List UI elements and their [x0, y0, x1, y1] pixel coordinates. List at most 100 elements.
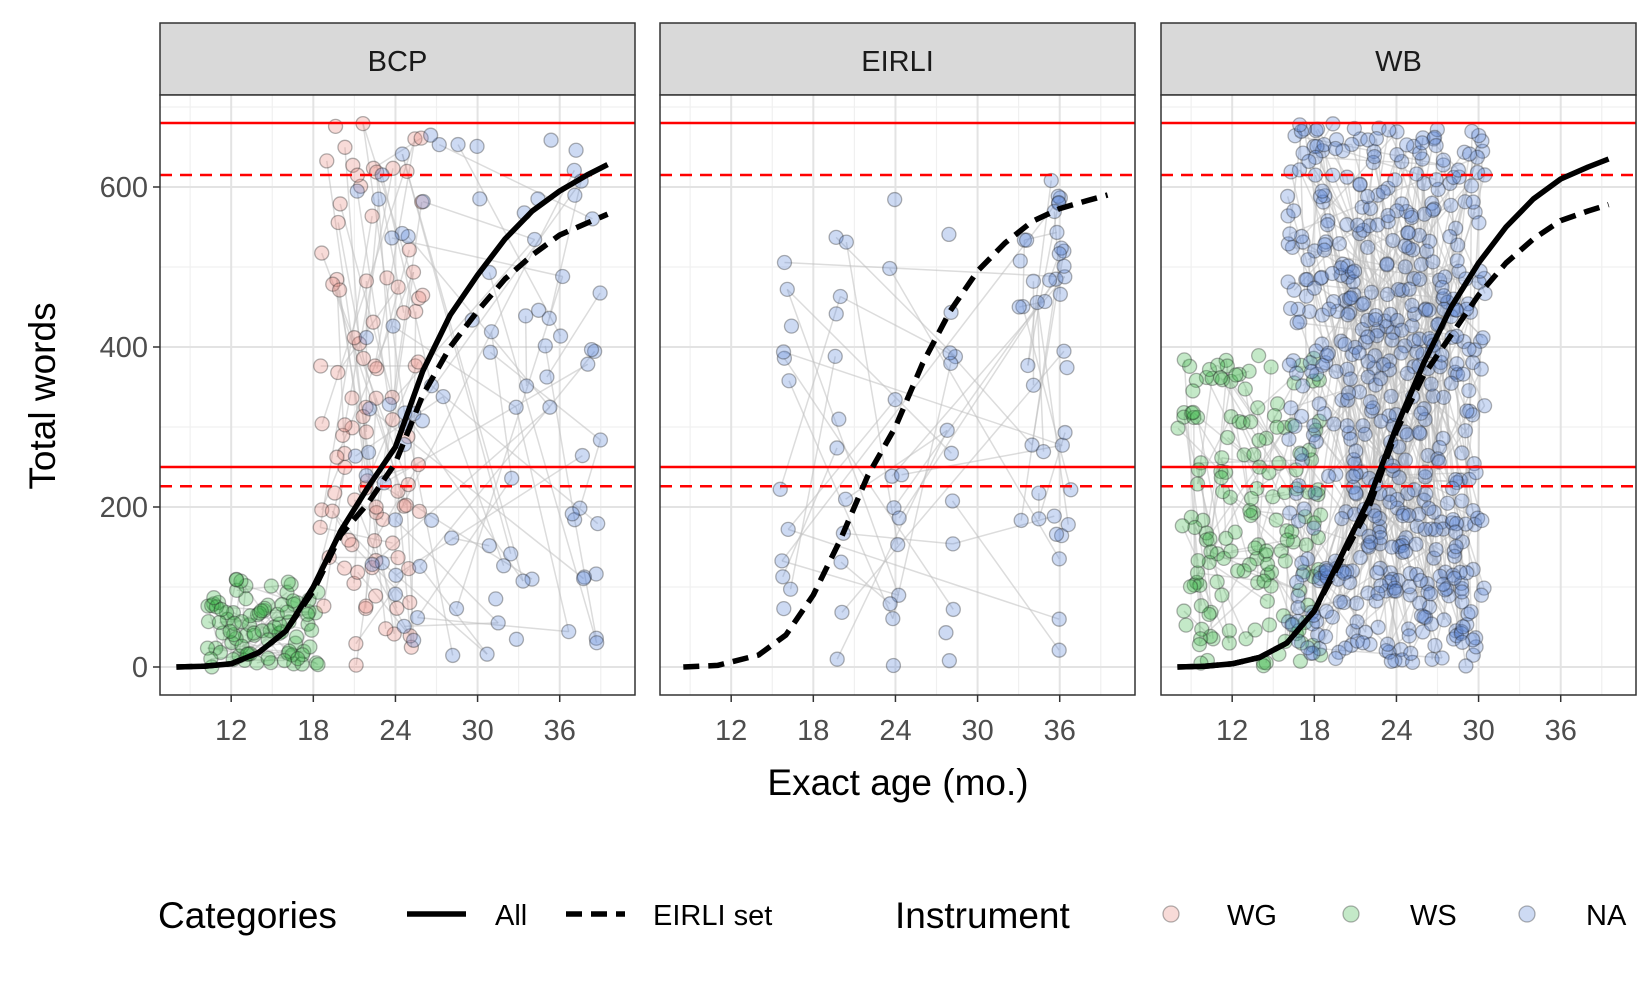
- point-wg: [351, 565, 365, 579]
- point-wg: [359, 274, 373, 288]
- point-wg: [406, 265, 420, 279]
- point-na: [591, 517, 605, 531]
- point-ws: [1186, 405, 1200, 419]
- point-ws: [311, 658, 325, 672]
- point-na: [1295, 447, 1309, 461]
- point-na: [1037, 445, 1051, 459]
- point-wg: [397, 306, 411, 320]
- point-na: [1358, 427, 1372, 441]
- y-tick-label: 400: [100, 332, 148, 364]
- point-wg: [399, 498, 413, 512]
- point-na: [554, 329, 568, 343]
- point-na: [780, 282, 794, 296]
- point-na: [886, 659, 900, 673]
- point-na: [775, 554, 789, 568]
- point-na: [942, 227, 956, 241]
- point-na: [1349, 444, 1363, 458]
- point-na: [516, 574, 530, 588]
- point-na: [407, 633, 421, 647]
- point-na: [538, 339, 552, 353]
- point-na: [1343, 372, 1357, 386]
- point-wg: [391, 551, 405, 565]
- point-na: [359, 331, 373, 345]
- x-tick-label: 30: [961, 715, 993, 747]
- point-ws: [229, 573, 243, 587]
- panel-title: WB: [1375, 46, 1422, 78]
- point-na: [1380, 287, 1394, 301]
- point-na: [1053, 287, 1067, 301]
- point-na: [436, 390, 450, 404]
- point-na: [350, 184, 364, 198]
- point-ws: [1264, 360, 1278, 374]
- point-na: [1383, 495, 1397, 509]
- point-na: [577, 572, 591, 586]
- legend-label: All: [495, 900, 527, 932]
- point-na: [944, 446, 958, 460]
- point-na: [1474, 362, 1488, 376]
- point-na: [1476, 331, 1490, 345]
- point-na: [886, 612, 900, 626]
- point-na: [1050, 527, 1064, 541]
- point-na: [1328, 141, 1342, 155]
- point-na: [1422, 501, 1436, 515]
- point-na: [1386, 233, 1400, 247]
- point-na: [834, 555, 848, 569]
- point-na: [1463, 147, 1477, 161]
- point-na: [562, 625, 576, 639]
- point-na: [943, 346, 957, 360]
- legend-key-ws: [1343, 906, 1359, 922]
- point-na: [451, 138, 465, 152]
- point-na: [835, 605, 849, 619]
- point-na: [542, 311, 556, 325]
- point-na: [585, 343, 599, 357]
- point-wg: [359, 425, 373, 439]
- legend-title: Categories: [158, 895, 337, 936]
- point-na: [1447, 571, 1461, 585]
- point-na: [1370, 566, 1384, 580]
- point-na: [1456, 367, 1470, 381]
- point-na: [1302, 154, 1316, 168]
- point-na: [1290, 575, 1304, 589]
- point-wg: [403, 595, 417, 609]
- point-na: [519, 309, 533, 323]
- point-na: [782, 374, 796, 388]
- point-wg: [379, 622, 393, 636]
- point-na: [1394, 346, 1408, 360]
- point-na: [1026, 274, 1040, 288]
- point-na: [1356, 636, 1370, 650]
- point-na: [1414, 406, 1428, 420]
- point-wg: [349, 637, 363, 651]
- point-ws: [1179, 618, 1193, 632]
- point-na: [830, 652, 844, 666]
- point-na: [1464, 179, 1478, 193]
- panel-title: BCP: [368, 46, 428, 78]
- point-na: [1474, 588, 1488, 602]
- point-na: [1382, 123, 1396, 137]
- point-na: [1435, 651, 1449, 665]
- point-na: [575, 449, 589, 463]
- trajectory-line: [526, 316, 527, 386]
- point-na: [348, 449, 362, 463]
- point-na: [480, 647, 494, 661]
- point-na: [491, 616, 505, 630]
- point-wg: [345, 391, 359, 405]
- point-na: [1281, 189, 1295, 203]
- point-ws: [1177, 353, 1191, 367]
- point-na: [1301, 253, 1315, 267]
- point-na: [1320, 218, 1334, 232]
- point-na: [483, 345, 497, 359]
- point-na: [543, 400, 557, 414]
- point-na: [1402, 629, 1416, 643]
- point-ws: [1183, 580, 1197, 594]
- point-na: [1282, 432, 1296, 446]
- point-na: [1413, 596, 1427, 610]
- point-ws: [1280, 533, 1294, 547]
- point-na: [1405, 298, 1419, 312]
- point-na: [1392, 471, 1406, 485]
- point-na: [365, 557, 379, 571]
- point-na: [1414, 573, 1428, 587]
- point-na: [413, 559, 427, 573]
- legend-label: NA: [1586, 900, 1627, 932]
- point-na: [425, 513, 439, 527]
